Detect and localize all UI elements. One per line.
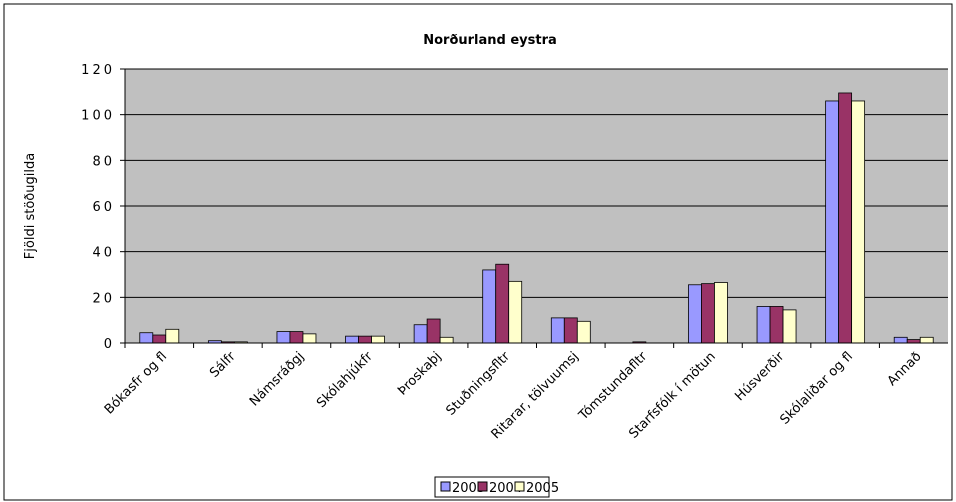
legend-swatch [477,481,488,492]
y-tick-label: 40 [92,246,115,261]
bar [508,280,523,344]
bar [688,284,702,344]
bar [756,306,771,344]
legend-label: 2005 [526,481,559,496]
bar [495,263,510,344]
bar [919,336,934,344]
bar [482,269,497,344]
bar [563,317,578,344]
bar [165,328,180,344]
bar [701,283,715,344]
chart-title: Norðurland eystra [423,33,557,48]
y-tick-label: 60 [92,200,115,215]
y-tick-label: 0 [104,337,115,352]
bar [426,318,441,344]
y-tick-label: 20 [92,291,115,306]
bar [825,100,840,344]
bar [782,309,797,344]
bar [152,334,167,344]
legend-swatch [440,481,451,492]
legend-swatch [514,481,525,492]
bar [139,332,154,344]
y-tick-label: 80 [92,154,115,169]
bar [413,324,428,344]
bar [302,333,317,344]
bar [550,317,565,344]
bar [576,320,591,344]
y-axis-label: Fjöldi stöðugilda [23,153,38,259]
bar [345,335,359,344]
legend-label: 2004 [489,481,522,496]
bar [906,339,921,344]
bar [838,92,853,344]
bar [714,282,728,344]
bar [276,331,291,344]
bar [289,331,304,344]
bar [851,100,866,344]
y-tick-label: 100 [81,109,115,124]
y-tick-label: 120 [81,63,115,78]
bar [439,336,454,344]
bar [769,306,784,344]
bar [371,335,385,344]
bar [358,335,372,344]
bar [893,336,908,344]
legend-label: 2003 [452,481,485,496]
